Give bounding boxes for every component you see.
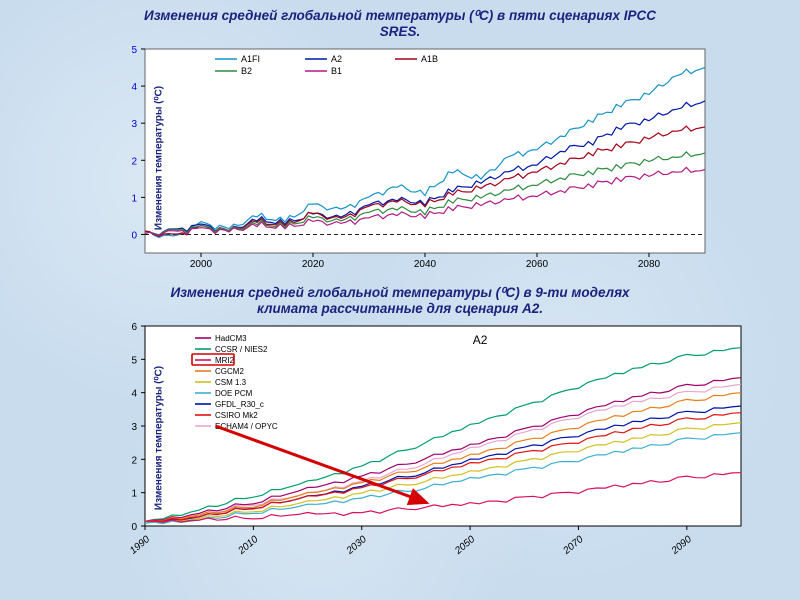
svg-text:HadCM3: HadCM3 bbox=[215, 334, 247, 343]
svg-text:3: 3 bbox=[131, 119, 137, 130]
svg-text:2080: 2080 bbox=[638, 259, 661, 270]
svg-text:2: 2 bbox=[131, 455, 137, 466]
svg-text:A2: A2 bbox=[473, 333, 488, 347]
fig2-chart: 0 1 2 3 4 5 6 1990 2010 2030 2050 2070 2090 A2 HadCM3 C… bbox=[105, 320, 755, 556]
svg-text:0: 0 bbox=[131, 230, 137, 241]
svg-text:2090: 2090 bbox=[669, 534, 694, 556]
svg-text:5: 5 bbox=[131, 355, 137, 366]
svg-text:2070: 2070 bbox=[561, 534, 586, 556]
svg-text:0: 0 bbox=[131, 522, 137, 533]
svg-text:A1B: A1B bbox=[421, 54, 438, 64]
svg-text:A1FI: A1FI bbox=[241, 54, 260, 64]
svg-text:2010: 2010 bbox=[236, 534, 261, 556]
svg-text:2030: 2030 bbox=[344, 534, 369, 556]
svg-text:GFDL_R30_c: GFDL_R30_c bbox=[215, 400, 264, 409]
svg-text:2050: 2050 bbox=[452, 534, 477, 556]
svg-text:4: 4 bbox=[131, 389, 137, 400]
fig2-title: Изменения средней глобальной температуры… bbox=[140, 285, 660, 316]
svg-text:CSIRO Mk2: CSIRO Mk2 bbox=[215, 411, 258, 420]
svg-text:CSM 1.3: CSM 1.3 bbox=[215, 378, 247, 387]
svg-text:5: 5 bbox=[131, 45, 137, 56]
svg-text:1990: 1990 bbox=[128, 534, 152, 556]
svg-text:1: 1 bbox=[131, 193, 137, 204]
svg-text:2: 2 bbox=[131, 156, 137, 167]
fig1-chart-wrap: Изменения температуры (⁰С) 0 1 2 3 4 5 2000 202… bbox=[105, 43, 715, 273]
svg-text:2040: 2040 bbox=[414, 259, 437, 270]
svg-text:DOE PCM: DOE PCM bbox=[215, 389, 253, 398]
svg-text:6: 6 bbox=[131, 322, 137, 333]
svg-text:B2: B2 bbox=[241, 66, 252, 76]
fig2-ylabel: Изменения температуры (⁰С) bbox=[154, 366, 165, 510]
svg-text:3: 3 bbox=[131, 422, 137, 433]
fig1-chart: 0 1 2 3 4 5 2000 2020 2040 2060 2080 A1FI A2 A1B B2 B1 bbox=[105, 43, 715, 273]
svg-text:B1: B1 bbox=[331, 66, 342, 76]
svg-text:4: 4 bbox=[131, 82, 137, 93]
svg-text:MRI2: MRI2 bbox=[215, 356, 235, 365]
fig1-title: Изменения средней глобальной температуры… bbox=[140, 8, 660, 39]
svg-text:2000: 2000 bbox=[190, 259, 213, 270]
svg-text:2020: 2020 bbox=[302, 259, 325, 270]
svg-text:2060: 2060 bbox=[526, 259, 549, 270]
svg-text:CCSR / NIES2: CCSR / NIES2 bbox=[215, 345, 268, 354]
svg-text:1: 1 bbox=[131, 489, 137, 500]
fig2-chart-wrap: Изменения температуры (⁰С) 0 1 2 3 4 5 6 1990 20… bbox=[105, 320, 755, 556]
svg-text:A2: A2 bbox=[331, 54, 342, 64]
svg-text:CGCM2: CGCM2 bbox=[215, 367, 244, 376]
fig1-ylabel: Изменения температуры (⁰С) bbox=[154, 86, 165, 230]
